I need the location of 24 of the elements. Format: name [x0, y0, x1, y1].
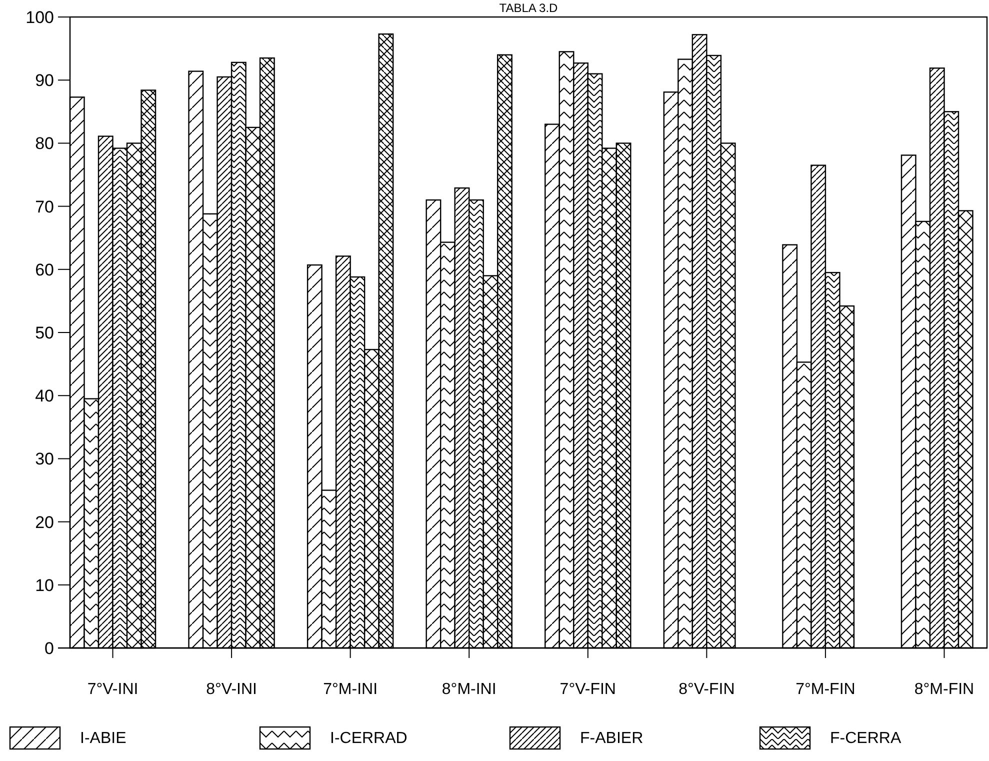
y-tick-label: 80	[35, 134, 54, 154]
chart-title: TABLA 3.D	[499, 1, 558, 15]
legend-label: I-CERRAD	[330, 730, 408, 747]
x-tick-label: 7°M-FIN	[796, 681, 856, 698]
legend-label: F-CERRA	[830, 730, 902, 747]
y-tick-label: 60	[35, 260, 54, 280]
y-tick-label: 0	[44, 638, 54, 658]
x-tick-label: 8°V-INI	[206, 681, 257, 698]
x-tick-label: 7°M-INI	[323, 681, 378, 698]
legend-label: I-ABIE	[80, 730, 126, 747]
legend-label: F-ABIER	[580, 730, 644, 747]
x-tick-label: 8°V-FIN	[678, 681, 735, 698]
x-tick-label: 8°M-FIN	[914, 681, 974, 698]
y-tick-label: 10	[35, 576, 54, 595]
y-tick-label: 40	[35, 386, 54, 406]
y-tick-label: 100	[26, 8, 54, 27]
x-tick-label: 7°V-INI	[87, 681, 138, 698]
x-tick-label: 7°V-FIN	[560, 681, 616, 698]
x-tick-label: 8°M-INI	[442, 681, 496, 698]
y-tick-label: 50	[35, 323, 54, 342]
y-tick-label: 30	[35, 450, 54, 469]
y-tick-label: 20	[35, 512, 54, 532]
y-tick-label: 90	[35, 71, 54, 90]
y-tick-label: 70	[35, 197, 54, 216]
